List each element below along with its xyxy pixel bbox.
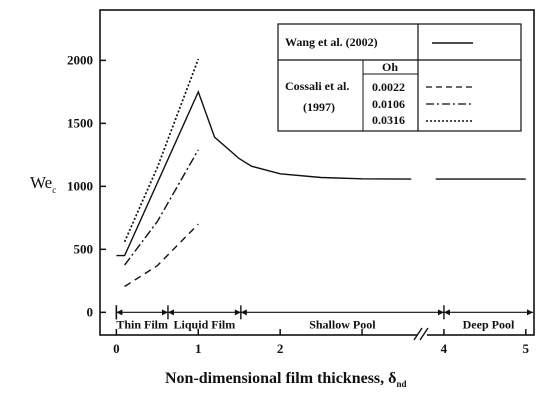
regime-annotations: Thin Film Liquid Film Shallow Pool Deep Poo… (115, 305, 533, 331)
regime-label: Shallow Pool (309, 317, 376, 331)
regime-arrowhead (161, 309, 168, 316)
legend-oh-2: 0.0106 (372, 97, 405, 111)
legend: Wang et al. (2002) Cossali et al. (1997)… (277, 23, 522, 132)
x-tick-label: 0 (113, 341, 120, 356)
regime-arrowhead (167, 309, 174, 316)
regime-arrowhead (240, 309, 247, 316)
regime-arrowhead (116, 309, 123, 316)
x-axis-break (413, 327, 429, 341)
x-tick-label: 5 (523, 341, 530, 356)
series-line-wang-et-al-2002- (116, 90, 412, 257)
series-lines (116, 58, 526, 288)
y-axis-title: Wec (30, 173, 56, 195)
x-tick-label: 4 (441, 341, 448, 356)
y-tick-label: 1000 (67, 178, 93, 193)
y-tick-label: 500 (74, 241, 94, 256)
regime-arrowhead (527, 309, 533, 316)
y-tick-label: 2000 (67, 52, 93, 67)
legend-oh-header: Oh (382, 60, 398, 74)
series-line-0-0316 (123, 58, 200, 243)
y-axis-ticks: 0 500 1000 1500 2000 (67, 52, 106, 319)
x-axis-ticks: 0 1 2 4 5 (113, 329, 530, 356)
regime-label: Liquid Film (174, 317, 236, 331)
series-line-0-0022 (124, 223, 199, 288)
y-tick-label: 1500 (67, 115, 93, 130)
x-axis-title: Non-dimensional film thickness, δnd (165, 370, 406, 389)
regime-label: Deep Pool (463, 317, 515, 331)
legend-label-wang: Wang et al. (2002) (285, 35, 378, 49)
legend-label-cossali: Cossali et al. (285, 79, 349, 93)
legend-oh-1: 0.0022 (372, 80, 405, 94)
y-tick-label: 0 (87, 304, 94, 319)
legend-oh-3: 0.0316 (372, 113, 405, 127)
x-tick-label: 1 (195, 341, 202, 356)
legend-label-cossali-year: (1997) (303, 100, 335, 114)
plot-area (99, 9, 535, 336)
regime-arrowhead (437, 309, 444, 316)
regime-arrowhead (443, 309, 450, 316)
regime-label: Thin Film (116, 317, 168, 331)
regime-arrowhead (234, 309, 241, 316)
series-line-0-0106 (124, 149, 199, 266)
x-tick-label: 2 (277, 341, 284, 356)
